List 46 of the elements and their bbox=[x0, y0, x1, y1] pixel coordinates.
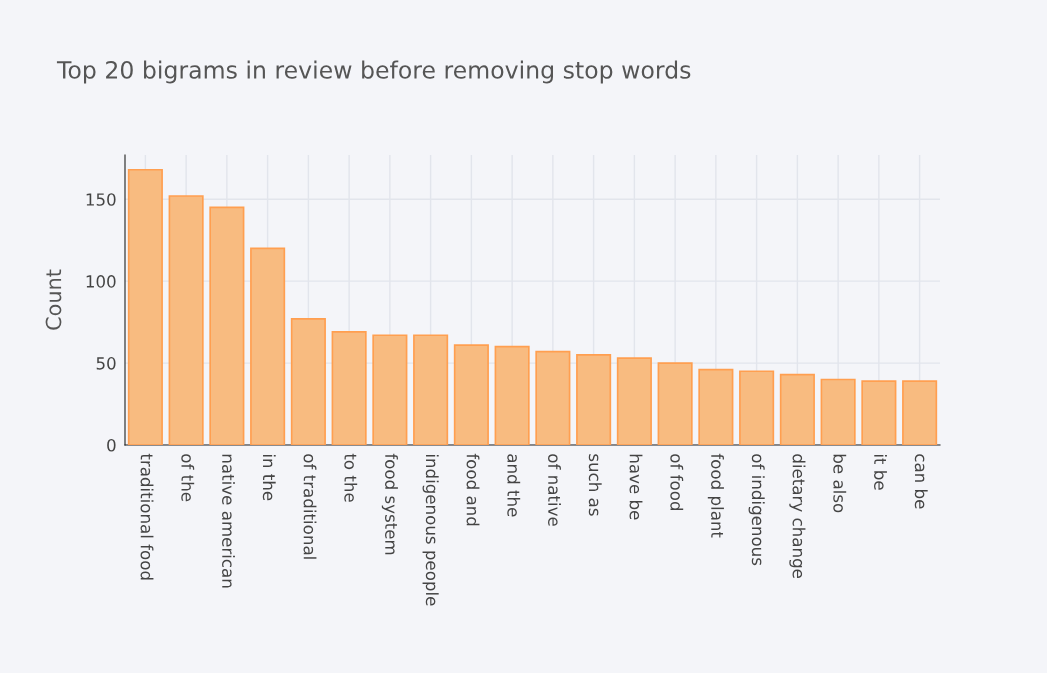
bar bbox=[453, 344, 489, 445]
bar bbox=[576, 354, 612, 445]
bar bbox=[494, 345, 530, 445]
bar bbox=[127, 168, 163, 445]
bar bbox=[779, 373, 815, 445]
y-axis-title: Count bbox=[45, 269, 62, 330]
bar bbox=[372, 334, 408, 445]
bar bbox=[739, 370, 775, 445]
bar bbox=[290, 318, 326, 445]
bar bbox=[698, 368, 734, 445]
bar bbox=[209, 206, 245, 445]
x-tick-label: traditional food bbox=[140, 453, 154, 580]
x-tick-label: food plant bbox=[707, 453, 724, 538]
y-tick-label: 50 bbox=[96, 357, 116, 370]
y-tick-label: 0 bbox=[107, 438, 116, 452]
x-tick-label: can be bbox=[914, 454, 928, 509]
bar bbox=[168, 195, 204, 445]
x-tick-label: of food bbox=[670, 454, 684, 511]
x-tick-label: be also bbox=[833, 454, 847, 513]
x-tick-label: of native bbox=[548, 454, 561, 526]
bar bbox=[861, 380, 897, 445]
x-tick-label: food system bbox=[381, 453, 398, 555]
bar bbox=[820, 378, 856, 445]
bar bbox=[331, 331, 367, 445]
x-tick-label: it be bbox=[874, 454, 887, 490]
x-tick-label: native american bbox=[222, 454, 235, 588]
x-tick-label: of traditional bbox=[303, 454, 317, 559]
x-tick-label: and the bbox=[507, 454, 521, 517]
x-tick-label: to the bbox=[344, 453, 358, 502]
bar bbox=[657, 362, 693, 445]
x-tick-label: of the bbox=[181, 454, 195, 502]
chart-title: Top 20 bigrams in review before removing stop words bbox=[56, 60, 691, 84]
bar bbox=[535, 350, 571, 445]
x-tick-label: of indigenous bbox=[748, 454, 765, 566]
y-tick-label: 150 bbox=[86, 193, 116, 206]
x-tick-label: dietary change bbox=[789, 454, 806, 579]
x-tick-label: such as bbox=[588, 454, 602, 516]
bar bbox=[250, 247, 286, 445]
bar bbox=[616, 357, 652, 445]
x-tick-label: in the bbox=[262, 454, 276, 501]
x-tick-label: food and bbox=[466, 453, 480, 526]
bar bbox=[413, 334, 449, 445]
y-tick-label: 100 bbox=[86, 275, 116, 288]
bar bbox=[902, 380, 938, 445]
x-tick-label: indigenous people bbox=[422, 454, 439, 606]
x-tick-label: have be bbox=[629, 454, 643, 520]
